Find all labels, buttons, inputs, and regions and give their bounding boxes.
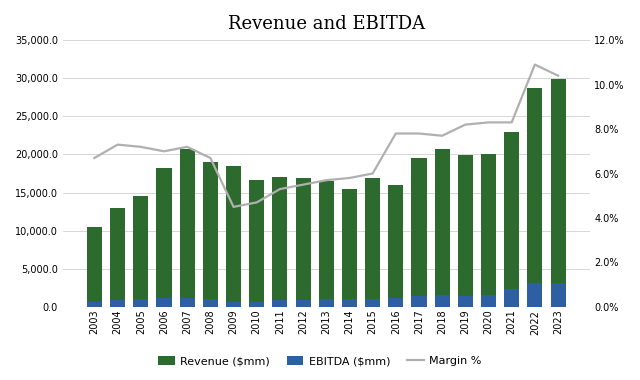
Margin %	[253, 200, 260, 205]
Bar	[156, 168, 172, 307]
Bar	[527, 283, 543, 307]
Margin %	[484, 120, 492, 125]
Bar	[504, 132, 519, 307]
Bar	[388, 185, 403, 307]
Bar	[249, 180, 264, 307]
Bar	[388, 298, 403, 307]
Bar	[87, 227, 102, 307]
Bar	[365, 299, 380, 307]
Bar	[435, 295, 450, 307]
Bar	[550, 79, 566, 307]
Margin %	[137, 144, 145, 149]
Bar	[249, 302, 264, 307]
Margin %	[438, 133, 446, 138]
Margin %	[508, 120, 516, 125]
Legend: Revenue ($mm), EBITDA ($mm), Margin %: Revenue ($mm), EBITDA ($mm), Margin %	[154, 352, 486, 370]
Bar	[458, 296, 473, 307]
Line: Margin %: Margin %	[95, 65, 558, 207]
Bar	[481, 295, 496, 307]
Bar	[110, 208, 125, 307]
Margin %	[531, 62, 539, 67]
Bar	[180, 149, 195, 307]
Margin %	[346, 176, 353, 180]
Bar	[110, 300, 125, 307]
Bar	[273, 177, 287, 307]
Margin %	[276, 187, 284, 192]
Margin %	[369, 171, 376, 176]
Bar	[156, 298, 172, 307]
Margin %	[323, 178, 330, 182]
Bar	[527, 88, 543, 307]
Bar	[481, 154, 496, 307]
Bar	[435, 149, 450, 307]
Margin %	[207, 156, 214, 160]
Margin %	[183, 144, 191, 149]
Bar	[342, 189, 357, 307]
Title: Revenue and EBITDA: Revenue and EBITDA	[228, 15, 425, 33]
Margin %	[160, 149, 168, 154]
Bar	[365, 178, 380, 307]
Margin %	[114, 142, 122, 147]
Bar	[296, 178, 310, 307]
Bar	[319, 299, 334, 307]
Bar	[133, 299, 148, 307]
Bar	[296, 300, 310, 307]
Bar	[342, 299, 357, 307]
Margin %	[554, 73, 562, 78]
Bar	[412, 296, 426, 307]
Margin %	[300, 182, 307, 187]
Bar	[226, 166, 241, 307]
Bar	[133, 196, 148, 307]
Bar	[226, 302, 241, 307]
Margin %	[230, 204, 237, 209]
Bar	[180, 298, 195, 307]
Bar	[203, 162, 218, 307]
Bar	[273, 300, 287, 307]
Margin %	[392, 131, 399, 136]
Bar	[504, 290, 519, 307]
Bar	[319, 181, 334, 307]
Bar	[458, 155, 473, 307]
Margin %	[461, 122, 469, 127]
Bar	[412, 158, 426, 307]
Margin %	[91, 156, 99, 160]
Bar	[550, 283, 566, 307]
Margin %	[415, 131, 423, 136]
Bar	[203, 299, 218, 307]
Bar	[87, 302, 102, 307]
